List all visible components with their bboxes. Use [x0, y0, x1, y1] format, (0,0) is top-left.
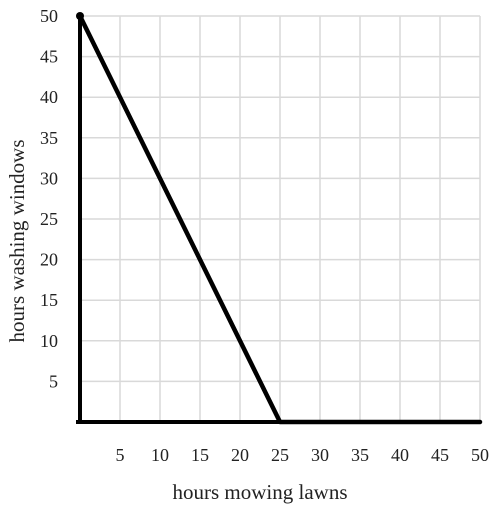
y-tick-label: 50	[40, 6, 58, 26]
y-tick-labels: 5 10 15 20 25 30 35 40 45 50	[40, 6, 58, 391]
series-line-0	[77, 13, 483, 425]
y-tick-label: 45	[40, 47, 58, 67]
x-tick-label: 40	[391, 445, 409, 465]
x-tick-labels: 5 10 15 20 25 30 35 40 45 50	[116, 445, 490, 465]
x-tick-label: 45	[431, 445, 449, 465]
x-tick-label: 30	[311, 445, 329, 465]
y-tick-label: 5	[49, 371, 58, 391]
y-tick-label: 20	[40, 250, 58, 270]
y-tick-label: 15	[40, 290, 58, 310]
y-tick-label: 25	[40, 209, 58, 229]
y-tick-label: 35	[40, 128, 58, 148]
series	[76, 12, 483, 425]
y-tick-label: 30	[40, 168, 58, 188]
x-axis-title: hours mowing lawns	[173, 480, 348, 504]
x-tick-label: 10	[151, 445, 169, 465]
x-tick-label: 5	[116, 445, 125, 465]
y-axis-title: hours washing windows	[5, 140, 29, 343]
x-tick-label: 15	[191, 445, 209, 465]
x-tick-label: 25	[271, 445, 289, 465]
x-tick-label: 35	[351, 445, 369, 465]
y-tick-label: 10	[40, 331, 58, 351]
x-tick-label: 20	[231, 445, 249, 465]
y-tick-label: 40	[40, 87, 58, 107]
series-point-start	[76, 12, 84, 20]
grid	[80, 15, 481, 422]
x-tick-label: 50	[471, 445, 489, 465]
